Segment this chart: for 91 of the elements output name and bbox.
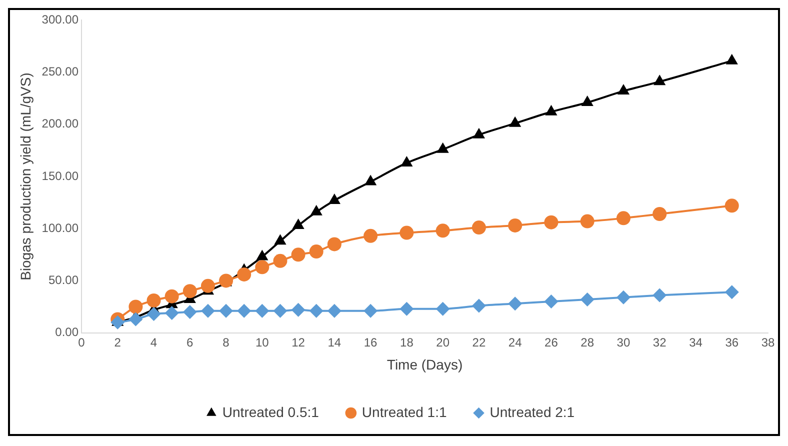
point bbox=[273, 304, 288, 318]
point bbox=[580, 214, 594, 228]
x-tick-label: 28 bbox=[580, 335, 594, 350]
point bbox=[200, 278, 215, 293]
point bbox=[327, 304, 342, 318]
point bbox=[726, 54, 738, 64]
x-tick-label: 6 bbox=[186, 335, 194, 350]
point bbox=[544, 294, 558, 309]
point bbox=[509, 116, 522, 127]
y-axis-title: Biogas production yield (mL/gVS) bbox=[17, 72, 34, 280]
point bbox=[255, 260, 270, 274]
point bbox=[616, 211, 630, 226]
point bbox=[110, 315, 125, 330]
x-tick-label: 36 bbox=[725, 335, 739, 350]
x-tick-label: 4 bbox=[150, 335, 158, 350]
point bbox=[255, 304, 270, 318]
y-tick-label: 250.00 bbox=[42, 64, 79, 79]
x-tick-label: 18 bbox=[400, 335, 414, 350]
x-tick-label: 32 bbox=[652, 335, 667, 350]
point bbox=[291, 248, 306, 262]
y-tick-label: 100.00 bbox=[42, 220, 79, 235]
point bbox=[292, 218, 304, 229]
point bbox=[436, 302, 450, 316]
point bbox=[545, 104, 558, 116]
y-tick-label: 0.00 bbox=[55, 325, 79, 340]
point bbox=[400, 226, 414, 240]
point bbox=[364, 228, 378, 243]
x-axis-title: Time (Days) bbox=[386, 356, 463, 372]
point bbox=[544, 215, 558, 230]
point bbox=[364, 174, 377, 186]
x-tick-label: 10 bbox=[255, 335, 270, 350]
x-tick-label: 0 bbox=[78, 335, 86, 350]
point bbox=[164, 289, 179, 304]
point bbox=[146, 307, 161, 322]
x-tick-label: 22 bbox=[472, 335, 486, 350]
point bbox=[200, 304, 215, 318]
point bbox=[291, 302, 306, 317]
point bbox=[128, 300, 143, 314]
x-tick-label: 14 bbox=[328, 335, 342, 350]
y-tick-label: 50.00 bbox=[48, 273, 79, 288]
point bbox=[364, 304, 378, 318]
point bbox=[654, 74, 666, 86]
point bbox=[400, 302, 414, 316]
x-tick-label: 34 bbox=[689, 335, 703, 350]
point bbox=[580, 292, 594, 306]
point bbox=[273, 254, 288, 268]
point bbox=[400, 156, 413, 166]
point bbox=[309, 244, 324, 259]
x-tick-label: 8 bbox=[222, 335, 230, 350]
point bbox=[237, 267, 252, 282]
legend-label: Untreated 1:1 bbox=[362, 404, 447, 420]
point bbox=[508, 218, 522, 232]
point bbox=[256, 250, 268, 260]
point bbox=[128, 312, 143, 326]
point bbox=[146, 294, 161, 308]
point bbox=[328, 193, 340, 204]
point bbox=[652, 288, 667, 302]
point bbox=[724, 285, 739, 300]
point bbox=[436, 224, 450, 238]
point bbox=[508, 296, 522, 311]
y-tick-label: 300.00 bbox=[42, 12, 79, 27]
point bbox=[237, 304, 252, 318]
point bbox=[581, 96, 594, 106]
point bbox=[472, 220, 486, 235]
point bbox=[472, 128, 486, 138]
y-tick-label: 150.00 bbox=[42, 168, 79, 183]
point bbox=[616, 290, 630, 304]
point bbox=[327, 237, 342, 252]
point bbox=[164, 306, 179, 320]
point bbox=[724, 198, 739, 213]
legend-label: Untreated 2:1 bbox=[490, 404, 575, 420]
point bbox=[219, 304, 234, 318]
x-tick-label: 24 bbox=[508, 335, 522, 350]
point bbox=[182, 304, 197, 319]
point bbox=[617, 84, 630, 95]
point bbox=[309, 304, 324, 318]
x-tick-label: 26 bbox=[544, 335, 558, 350]
point bbox=[472, 298, 486, 313]
point bbox=[182, 284, 197, 298]
x-tick-label: 38 bbox=[761, 335, 775, 350]
x-tick-label: 16 bbox=[364, 335, 378, 350]
x-tick-label: 2 bbox=[114, 335, 122, 350]
x-tick-label: 20 bbox=[436, 335, 450, 350]
point bbox=[274, 234, 286, 245]
point bbox=[436, 142, 449, 153]
point bbox=[310, 204, 322, 216]
point bbox=[652, 207, 667, 222]
x-tick-label: 12 bbox=[292, 335, 306, 350]
y-tick-label: 200.00 bbox=[42, 116, 79, 131]
x-tick-label: 30 bbox=[616, 335, 630, 350]
legend-label: Untreated 0.5:1 bbox=[222, 404, 320, 420]
